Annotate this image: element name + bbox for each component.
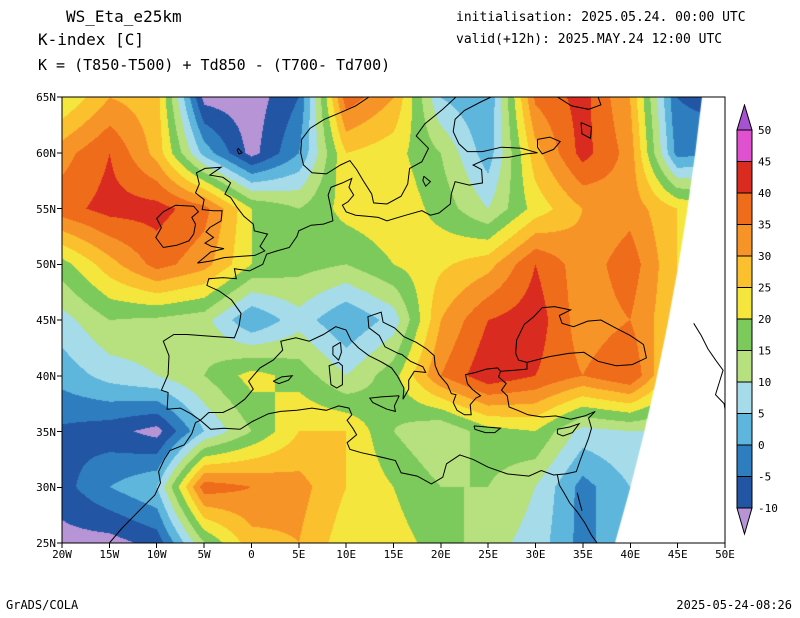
colorbar-segment bbox=[736, 129, 753, 162]
init-time: initialisation: 2025.05.24. 00:00 UTC bbox=[456, 10, 746, 25]
y-tick-label: 50N bbox=[36, 258, 56, 272]
model-title: WS_Eta_e25km bbox=[66, 7, 182, 26]
y-tick-label: 30N bbox=[36, 481, 56, 495]
y-tick-label: 35N bbox=[36, 425, 56, 439]
colorbar-segment bbox=[736, 287, 753, 320]
colorbar-label: 30 bbox=[758, 250, 771, 263]
colorbar-segment bbox=[736, 318, 753, 351]
colorbar-label: 20 bbox=[758, 313, 771, 326]
y-tick-label: 45N bbox=[36, 314, 56, 327]
colorbar-segment bbox=[736, 444, 753, 477]
x-tick-label: 20E bbox=[430, 548, 451, 561]
kindex-field-canvas bbox=[62, 97, 725, 543]
y-tick-label: 65N bbox=[36, 91, 56, 104]
colorbar-segment bbox=[736, 224, 753, 257]
colorbar-label: 50 bbox=[758, 124, 771, 137]
colorbar-segment bbox=[736, 413, 753, 446]
x-tick-label: 5E bbox=[292, 548, 306, 561]
colorbar-segment bbox=[736, 381, 753, 414]
valid-time: valid(+12h): 2025.MAY.24 12:00 UTC bbox=[456, 32, 723, 47]
creation-timestamp: 2025-05-24-08:26 bbox=[676, 598, 792, 612]
colorbar-label: 10 bbox=[758, 376, 771, 389]
y-tick-label: 40N bbox=[36, 369, 56, 383]
colorbar-segment bbox=[736, 507, 753, 536]
x-tick-label: 10E bbox=[336, 548, 357, 561]
colorbar-label: 45 bbox=[758, 156, 771, 169]
colorbar-label: 5 bbox=[758, 408, 765, 421]
x-tick-label: 45E bbox=[667, 548, 688, 561]
x-tick-label: 40E bbox=[620, 548, 641, 561]
colorbar-label: -5 bbox=[758, 471, 771, 484]
y-tick-label: 60N bbox=[36, 146, 56, 160]
x-tick-label: 35E bbox=[572, 548, 593, 561]
colorbar-label: 0 bbox=[758, 439, 765, 452]
colorbar-label: 35 bbox=[758, 219, 771, 232]
colorbar-segment bbox=[736, 350, 753, 383]
x-tick-label: 50E bbox=[715, 548, 735, 561]
colorbar-label: -10 bbox=[758, 502, 778, 515]
colorbar-segment bbox=[736, 476, 753, 509]
x-tick-label: 30E bbox=[525, 548, 546, 561]
variable-title: K-index [C] bbox=[38, 30, 144, 49]
x-tick-label: 20W bbox=[52, 548, 72, 561]
colorbar-segment bbox=[736, 255, 753, 288]
colorbar-label: 15 bbox=[758, 345, 771, 358]
colorbar-label: 40 bbox=[758, 187, 771, 200]
grads-credit: GrADS/COLA bbox=[6, 598, 79, 612]
colorbar-segment bbox=[736, 192, 753, 225]
x-tick-label: 15E bbox=[383, 548, 404, 561]
x-tick-label: 10W bbox=[146, 548, 167, 561]
x-tick-label: 15W bbox=[99, 548, 120, 561]
formula-text: K = (T850-T500) + Td850 - (T700- Td700) bbox=[38, 56, 391, 74]
x-tick-label: 5W bbox=[197, 548, 211, 561]
x-tick-label: 25E bbox=[478, 548, 499, 561]
x-tick-label: 0 bbox=[248, 548, 255, 561]
y-tick-label: 55N bbox=[36, 202, 56, 216]
colorbar-segment bbox=[736, 104, 753, 131]
colorbar-label: 25 bbox=[758, 282, 771, 295]
y-tick-label: 25N bbox=[36, 537, 56, 550]
colorbar-segment bbox=[736, 161, 753, 194]
